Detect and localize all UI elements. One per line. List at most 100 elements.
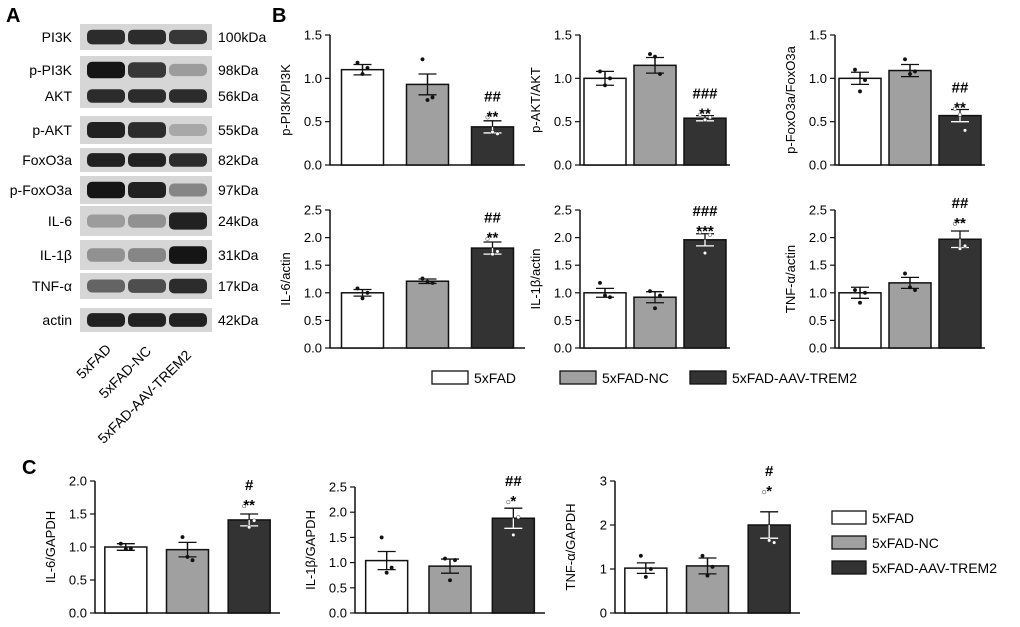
bar <box>583 77 627 166</box>
bar <box>470 247 515 349</box>
bar <box>405 280 450 349</box>
blot-band <box>87 248 125 262</box>
significance-label: ** <box>954 100 966 117</box>
significance-label: ** <box>954 215 966 232</box>
blot-protein-label: TNF-α <box>32 278 72 294</box>
data-point <box>913 69 918 74</box>
data-point <box>648 289 653 294</box>
legend-label: 5xFAD-NC <box>602 370 669 386</box>
y-axis-label: IL-1β/GAPDH <box>303 510 318 590</box>
y-tick-label: 1 <box>600 562 607 577</box>
blot-band <box>169 278 207 294</box>
blot-band <box>87 121 125 139</box>
blot-lane-label: 5xFAD <box>73 341 114 382</box>
legend-swatch <box>689 370 727 385</box>
data-point <box>425 279 430 284</box>
y-axis-label: IL-6/GAPDH <box>43 511 58 583</box>
data-point <box>365 290 370 295</box>
data-point <box>700 553 705 558</box>
bar <box>491 517 536 614</box>
blot-kda-label: 98kDa <box>218 62 259 78</box>
data-point <box>490 252 495 257</box>
bar <box>583 292 627 349</box>
data-point <box>180 535 185 540</box>
y-axis-label: IL-1β/actin <box>528 249 543 310</box>
blot-band <box>169 29 207 45</box>
data-point <box>355 60 360 65</box>
blot-band <box>87 279 125 293</box>
blot-band <box>87 214 125 228</box>
blot-band <box>128 62 166 78</box>
bar <box>104 546 148 614</box>
bar <box>227 519 271 614</box>
data-point <box>430 280 435 285</box>
data-point <box>355 286 360 291</box>
y-tick-label: 2.5 <box>329 480 347 495</box>
y-tick-label: 1.5 <box>329 530 347 545</box>
blot-protein-label: p-PI3K <box>29 62 72 78</box>
y-tick-label: 0.5 <box>554 313 572 328</box>
bar <box>938 114 982 166</box>
legend-b: 5xFAD 5xFAD-NC 5xFAD-AAV-TREM2 <box>431 370 857 386</box>
y-tick-label: 2.0 <box>809 230 827 245</box>
data-point <box>485 236 490 241</box>
data-point <box>511 532 516 537</box>
blot-band <box>87 89 125 103</box>
bar-charts: 0.00.51.01.5p-PI3K/PI3K **##0.00.51.01.5p… <box>43 28 985 621</box>
data-point <box>653 54 658 59</box>
blot-band <box>128 29 166 45</box>
legend-swatch <box>831 510 867 525</box>
y-tick-label: 3 <box>600 474 607 489</box>
blot-band <box>128 313 166 327</box>
data-point <box>908 71 913 76</box>
chart-c2: 0.0 0.5 1.0 1.5 2.0 2.5 IL-1β/GAPDH * ## <box>303 473 545 621</box>
y-tick-label: 0.0 <box>304 341 322 356</box>
y-tick-label: 1.0 <box>304 285 322 300</box>
data-point <box>658 71 663 76</box>
bar <box>624 567 668 614</box>
blot-protein-label: actin <box>42 312 72 328</box>
blot-kda-label: 56kDa <box>218 88 259 104</box>
blot-kda-label: 82kDa <box>218 152 259 168</box>
y-tick-label: 1.0 <box>554 285 572 300</box>
blot-band <box>169 313 207 327</box>
y-tick-label: 1.0 <box>304 71 322 86</box>
y-tick-label: 0 <box>600 606 607 621</box>
y-tick-label: 0.0 <box>554 158 572 173</box>
y-tick-label: 1.0 <box>554 71 572 86</box>
legend-label: 5xFAD-NC <box>872 535 939 551</box>
significance-label: ### <box>692 203 718 220</box>
blot-kda-label: 17kDa <box>218 278 259 294</box>
data-point <box>448 578 453 583</box>
legend-label: 5xFAD <box>474 370 516 386</box>
y-tick-label: 2.5 <box>554 203 572 218</box>
blot-band <box>169 89 207 103</box>
data-point <box>703 251 708 256</box>
data-point <box>453 558 458 563</box>
data-point <box>863 290 868 295</box>
legend-swatch <box>831 535 867 550</box>
data-point <box>710 564 715 569</box>
panel-label-b: B <box>272 5 286 27</box>
bar <box>747 524 791 614</box>
y-tick-label: 0.5 <box>69 573 87 588</box>
blot-band <box>128 214 166 228</box>
y-tick-label: 1.0 <box>809 71 827 86</box>
significance-label: * <box>766 483 772 500</box>
western-blot: PI3K 100kDa p-PI3K 98kDa AKT 56kDa p-AKT 55kDa F… <box>10 24 266 447</box>
legend-label: 5xFAD-AAV-TREM2 <box>732 370 857 386</box>
blot-kda-label: 42kDa <box>218 312 259 328</box>
data-point <box>598 280 603 285</box>
significance-label: # <box>765 463 774 480</box>
blot-kda-label: 55kDa <box>218 122 259 138</box>
data-point <box>853 288 858 293</box>
chart-b5: 0.0 0.5 1.0 1.5 2.0 2.5 IL-1β/actin *** ### <box>528 203 730 356</box>
y-tick-label: 1.5 <box>69 507 87 522</box>
data-point <box>185 554 190 559</box>
significance-label: ** <box>487 230 499 247</box>
significance-label: ** <box>699 106 711 123</box>
data-point <box>242 504 247 509</box>
significance-label: ** <box>487 108 499 125</box>
data-point <box>443 556 448 561</box>
y-axis-label: IL-6/actin <box>278 252 293 305</box>
